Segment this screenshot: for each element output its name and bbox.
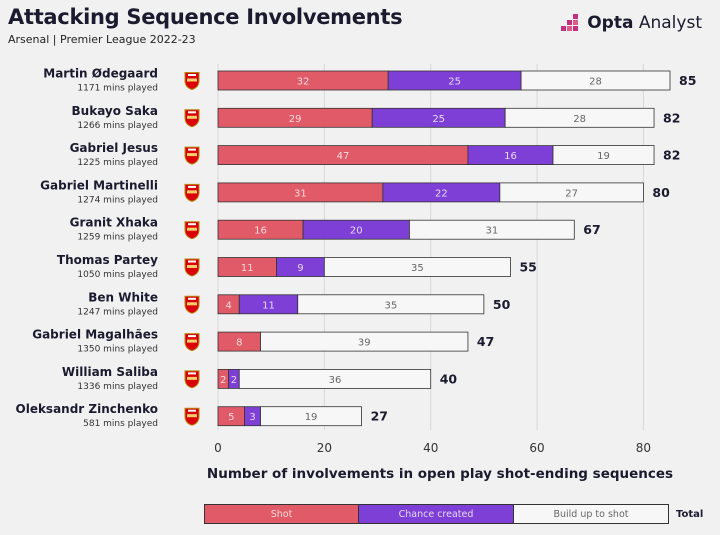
player-name: Gabriel Martinelli: [40, 178, 158, 192]
total-label: 67: [583, 222, 600, 237]
bar-segment: [260, 331, 469, 352]
minutes-played: 1247 mins played: [77, 307, 158, 317]
bar-value-label: 5: [228, 412, 234, 423]
minutes-played: 1266 mins played: [77, 121, 158, 131]
bar-value-label: 31: [485, 226, 498, 237]
bar-segment: [504, 107, 655, 128]
arsenal-crest-icon: [184, 146, 200, 165]
bar-value-label: 11: [241, 263, 254, 274]
minutes-played: 581 mins played: [83, 419, 158, 429]
bar-segment: [323, 257, 511, 277]
arsenal-crest-icon: [184, 221, 200, 240]
chart-subtitle: Arsenal | Premier League 2022-23: [8, 33, 196, 46]
total-label: 82: [663, 148, 680, 163]
total-label: 85: [679, 73, 696, 88]
player-name: Granit Xhaka: [70, 216, 158, 230]
bar-value-label: 28: [589, 77, 602, 88]
legend: Shot Chance created Build up to shot: [204, 504, 669, 524]
player-name: Gabriel Magalhães: [32, 328, 158, 342]
bar-value-label: 25: [448, 77, 461, 88]
arsenal-crest-icon: [184, 407, 200, 426]
total-label: 27: [371, 409, 388, 424]
bar-value-label: 28: [573, 114, 586, 125]
player-name: Oleksandr Zinchenko: [16, 402, 159, 416]
bar-value-label: 11: [262, 300, 275, 311]
bar-value-label: 16: [504, 151, 517, 162]
total-label: 82: [663, 110, 680, 125]
stacked-bar-chart: 0 20 40 60 80 Number of involvements in open …: [16, 64, 696, 482]
bar-value-label: 27: [565, 188, 578, 199]
bar-segment: [260, 406, 362, 427]
minutes-played: 1336 mins played: [77, 382, 158, 392]
total-label: 40: [440, 371, 458, 386]
bar-value-label: 36: [329, 375, 342, 386]
x-axis-label: Number of involvements in open play shot…: [207, 466, 673, 482]
bar-value-label: 2: [231, 375, 237, 386]
player-name: Gabriel Jesus: [70, 141, 158, 155]
x-tick-label: 0: [214, 441, 222, 455]
arsenal-crest-icon: [184, 370, 200, 389]
bar-value-label: 39: [358, 338, 371, 349]
arsenal-crest-icon: [184, 258, 200, 277]
player-name: Martin Ødegaard: [43, 67, 158, 81]
x-tick-label: 60: [529, 441, 544, 455]
total-label: 47: [477, 334, 494, 349]
legend-shot: Shot: [204, 504, 359, 524]
bar-value-label: 29: [289, 114, 302, 125]
bar-segment: [552, 145, 655, 166]
opta-logo-icon: [561, 14, 579, 31]
bar-value-label: 25: [432, 114, 445, 125]
arsenal-crest-icon: [184, 72, 200, 91]
bar-value-label: 20: [350, 226, 363, 237]
bar-value-label: 2: [220, 375, 226, 386]
bar-value-label: 22: [435, 188, 448, 199]
arsenal-crest-icon: [184, 295, 200, 314]
bar-value-label: 19: [597, 151, 610, 162]
chart-title: Attacking Sequence Involvements: [8, 5, 403, 29]
arsenal-crest-icon: [184, 333, 200, 352]
bar-value-label: 16: [254, 226, 267, 237]
bar-segment: [520, 70, 671, 91]
total-label: 55: [519, 260, 536, 275]
arsenal-crest-icon: [184, 183, 200, 202]
bar-value-label: 4: [225, 300, 231, 311]
total-label: 50: [493, 297, 511, 312]
opta-analyst-logo: Opta Analyst: [561, 12, 702, 34]
legend-chance-created: Chance created: [359, 504, 514, 524]
player-name: Bukayo Saka: [72, 104, 158, 118]
bar-value-label: 3: [249, 412, 255, 423]
total-label: 80: [652, 185, 670, 200]
bar-segment: [297, 294, 485, 315]
brand-prefix: Opta: [587, 13, 634, 33]
player-name: Thomas Partey: [57, 253, 158, 267]
arsenal-crest-icon: [184, 109, 200, 128]
brand-suffix: Analyst: [638, 13, 702, 33]
bar-value-label: 35: [384, 300, 397, 311]
player-name: William Saliba: [62, 365, 158, 379]
minutes-played: 1225 mins played: [77, 158, 158, 168]
bar-value-label: 32: [297, 77, 310, 88]
minutes-played: 1050 mins played: [77, 270, 158, 280]
bar-value-label: 31: [294, 188, 307, 199]
legend-total: Total: [676, 509, 704, 520]
x-tick-label: 20: [317, 441, 332, 455]
minutes-played: 1171 mins played: [77, 84, 158, 94]
player-name: Ben White: [88, 290, 158, 304]
bar-value-label: 47: [337, 151, 350, 162]
minutes-played: 1259 mins played: [77, 233, 158, 243]
x-tick-label: 80: [636, 441, 651, 455]
x-tick-label: 40: [423, 441, 438, 455]
legend-build-up: Build up to shot: [514, 504, 669, 524]
minutes-played: 1274 mins played: [77, 195, 158, 205]
bar-segment: [409, 219, 575, 240]
bar-value-label: 8: [236, 338, 242, 349]
bar-value-label: 19: [305, 412, 318, 423]
bar-segment: [499, 182, 644, 203]
bar-value-label: 9: [297, 263, 303, 274]
bar-value-label: 35: [411, 263, 424, 274]
minutes-played: 1350 mins played: [77, 345, 158, 355]
bar-segment: [238, 368, 432, 389]
